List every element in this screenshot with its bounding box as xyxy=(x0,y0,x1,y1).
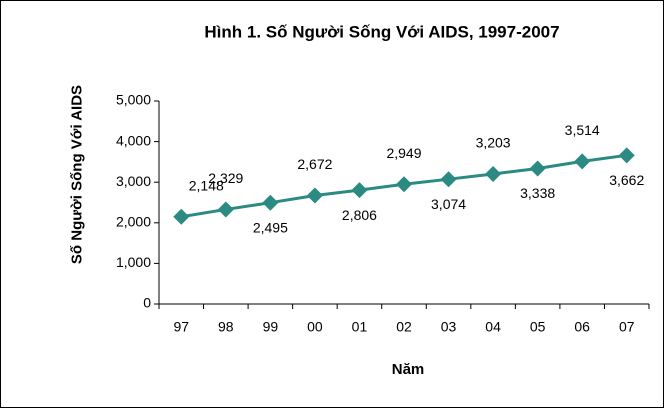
x-tick-label: 99 xyxy=(263,319,279,335)
x-tick-label: 05 xyxy=(530,319,546,335)
x-tick-label: 98 xyxy=(218,319,234,335)
marker xyxy=(618,147,635,164)
data-label: 2,148 xyxy=(189,177,224,193)
x-tick-label: 00 xyxy=(307,319,323,335)
data-label: 2,806 xyxy=(342,207,377,223)
x-tick-label: 01 xyxy=(352,319,368,335)
x-tick-label: 03 xyxy=(441,319,457,335)
y-axis-label: Số Người Sống Với AIDS xyxy=(68,84,86,265)
y-tick-label: 5,000 xyxy=(116,92,151,108)
data-label: 2,672 xyxy=(297,156,332,172)
x-tick-label: 04 xyxy=(485,319,501,335)
data-label: 3,662 xyxy=(609,172,644,188)
marker xyxy=(396,176,412,193)
data-label: 2,949 xyxy=(386,145,421,161)
x-tick-label: 02 xyxy=(396,319,412,335)
y-tick-label: 4,000 xyxy=(116,132,151,148)
marker xyxy=(529,160,546,177)
x-tick-label: 07 xyxy=(619,319,635,335)
data-label: 3,338 xyxy=(520,185,555,201)
marker xyxy=(574,153,591,170)
data-label: 2,495 xyxy=(253,219,288,235)
marker xyxy=(173,208,190,225)
data-label: 3,514 xyxy=(565,122,600,138)
x-tick-label: 97 xyxy=(173,319,189,335)
marker xyxy=(262,194,279,211)
x-axis-label: Năm xyxy=(392,361,425,378)
marker xyxy=(440,171,457,188)
data-label: 2,329 xyxy=(208,170,243,186)
data-label: 3,203 xyxy=(476,135,511,151)
y-tick-label: 0 xyxy=(143,295,151,311)
marker xyxy=(306,187,323,204)
chart-title: Hình 1. Số Người Sống Với AIDS, 1997-200… xyxy=(204,22,559,41)
x-tick-label: 06 xyxy=(574,319,590,335)
y-tick-label: 2,000 xyxy=(116,214,151,230)
marker xyxy=(217,201,234,218)
marker xyxy=(485,165,502,182)
data-label: 3,074 xyxy=(431,196,466,212)
marker xyxy=(351,182,368,199)
y-tick-label: 1,000 xyxy=(116,254,151,270)
y-tick-label: 3,000 xyxy=(116,173,151,189)
